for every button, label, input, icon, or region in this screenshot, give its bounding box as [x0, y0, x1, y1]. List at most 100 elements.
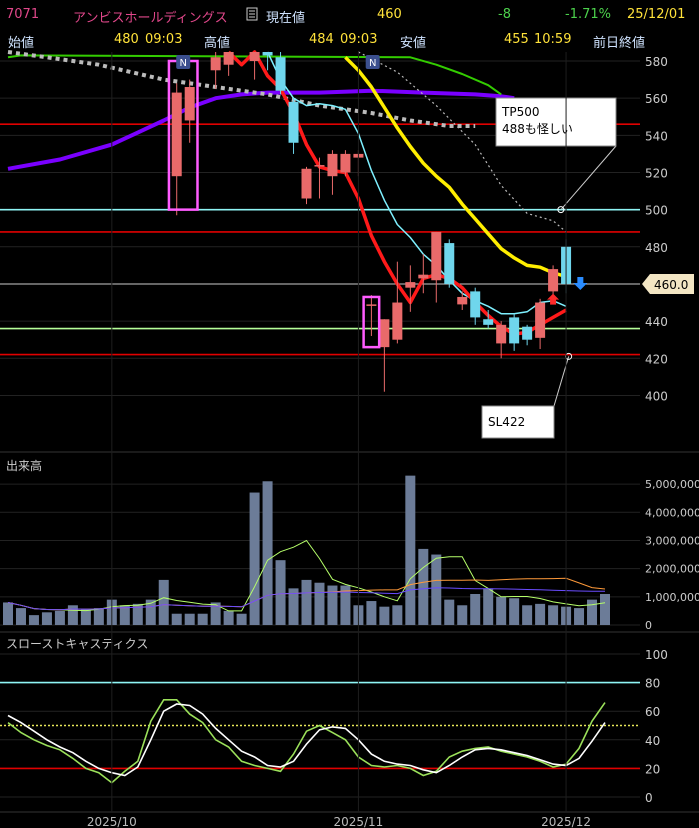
- tp-callout[interactable]: TP500 488も怪しい: [495, 97, 617, 214]
- volume-bar: [197, 613, 208, 625]
- candle-up: [366, 304, 377, 306]
- volume-bar: [418, 548, 429, 625]
- candle-up: [431, 231, 442, 281]
- candle-up: [223, 52, 234, 65]
- volume-bar: [67, 605, 78, 625]
- moving-average-yellow: [344, 56, 567, 279]
- candle-up: [496, 324, 507, 344]
- x-tick-label: 2025/11: [333, 815, 383, 828]
- price-tick-label: 580: [645, 55, 668, 69]
- quote-header-row-1: 7071 アンビスホールディングス 現在値 460 -8 -1.71% 25/1…: [0, 3, 699, 26]
- volume-bar: [470, 594, 481, 625]
- candle-down: [262, 52, 273, 56]
- low-value: 455: [504, 32, 529, 47]
- candle-down: [444, 243, 455, 284]
- candle-down: [470, 291, 481, 318]
- stochastic-axis: 100 80 60 40 20 0: [645, 648, 668, 805]
- volume-bar: [236, 613, 247, 625]
- news-marker-2-label: N: [369, 58, 376, 69]
- volume-bar: [93, 608, 104, 625]
- candle-up: [392, 302, 403, 340]
- x-tick-label: 2025/12: [541, 815, 591, 828]
- volume-bar: [3, 602, 13, 625]
- news-marker-1[interactable]: N: [176, 55, 191, 69]
- price-change-pct: -1.71%: [565, 7, 611, 22]
- candle-down: [522, 326, 533, 340]
- sl-callout[interactable]: SL422: [481, 352, 573, 439]
- candle-up: [457, 296, 468, 305]
- x-axis: 2025/10 2025/11 2025/12: [0, 52, 699, 828]
- candle-up: [171, 92, 182, 177]
- volume-bar: [600, 594, 610, 625]
- stock-code: 7071: [6, 7, 40, 22]
- sl-text: SL422: [488, 415, 525, 429]
- high-value: 484: [309, 32, 334, 47]
- candle-up: [405, 282, 416, 288]
- candle-up: [340, 153, 351, 173]
- moving-average-dotted: [7, 50, 476, 128]
- stochastic-tick-label: 0: [645, 791, 653, 805]
- volume-bar: [288, 588, 299, 625]
- volume-bar: [171, 613, 182, 625]
- news-marker-2[interactable]: N: [365, 55, 380, 69]
- volume-bar: [275, 560, 286, 625]
- stochastic-tick-label: 100: [645, 648, 668, 662]
- tp-text-2: 488も怪しい: [502, 122, 573, 136]
- moving-average-green: [7, 54, 502, 96]
- volume-bar: [496, 596, 507, 625]
- stochastic-tick-label: 80: [645, 677, 660, 691]
- current-price-icon: [246, 7, 258, 25]
- candle-down: [288, 101, 299, 143]
- volume-bar: [28, 615, 39, 625]
- stochastic-lines: [7, 699, 606, 784]
- volume-bar: [41, 612, 52, 625]
- stochastic-line-k: [7, 699, 606, 784]
- volume-ma-line: [7, 539, 606, 612]
- volume-bar: [314, 582, 325, 625]
- candle-up: [210, 57, 221, 71]
- stochastic-tick-label: 40: [645, 734, 660, 748]
- open-value: 480: [114, 32, 139, 47]
- price-tick-label: 400: [645, 389, 668, 403]
- candle-up: [379, 319, 390, 348]
- volume-bar: [210, 602, 221, 625]
- open-label: 始値: [8, 36, 35, 51]
- volume-bar: [483, 588, 494, 625]
- stochastic-line-d: [7, 703, 606, 777]
- volume-bar: [405, 475, 416, 625]
- volume-bar: [340, 585, 351, 625]
- candle-up: [327, 153, 338, 177]
- volume-bar: [132, 603, 143, 625]
- tp-text-1: TP500: [501, 105, 539, 119]
- buy-signal-arrow-icon: [547, 293, 560, 305]
- price-tick-label: 520: [645, 166, 668, 180]
- price-change: -8: [498, 7, 511, 22]
- candle-down: [509, 317, 520, 344]
- volume-tick-label: 3,000,000: [645, 534, 699, 547]
- moving-average-lines: [7, 50, 567, 336]
- x-tick-label: 2025/10: [87, 815, 137, 828]
- volume-ma-line: [7, 587, 605, 611]
- volume-bar: [327, 585, 338, 625]
- volume-bar: [80, 609, 91, 625]
- price-tick-label: 480: [645, 241, 668, 255]
- volume-bar: [509, 598, 520, 625]
- candle-up: [535, 302, 546, 338]
- volume-bar: [301, 579, 312, 625]
- volume-bar: [535, 603, 546, 625]
- volume-panel-title: 出来高: [6, 458, 42, 473]
- volume-bar: [249, 492, 260, 625]
- volume-bar: [119, 605, 130, 625]
- volume-tick-label: 1,000,000: [645, 591, 699, 604]
- volume-bar: [379, 606, 390, 625]
- volume-bar: [522, 605, 533, 625]
- current-price-tag-text: 460.0: [654, 278, 688, 292]
- volume-tick-label: 0: [645, 619, 652, 632]
- candle-up: [418, 274, 429, 279]
- candle-up: [548, 269, 559, 292]
- volume-bar: [15, 608, 26, 625]
- volume-bar: [548, 605, 559, 625]
- price-tick-label: 440: [645, 315, 668, 329]
- price-tick-label: 560: [645, 92, 668, 106]
